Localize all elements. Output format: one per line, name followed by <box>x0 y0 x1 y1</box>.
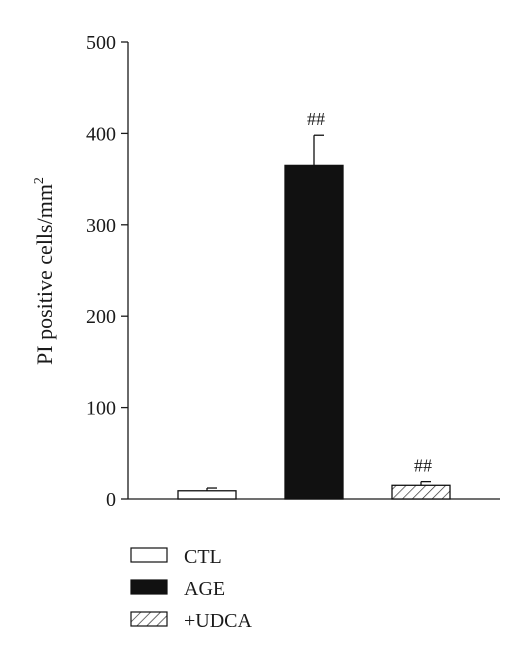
bar-udca <box>391 484 451 500</box>
significance-annotation: ## <box>414 456 432 476</box>
legend-label: +UDCA <box>184 610 253 632</box>
legend-label: AGE <box>184 578 225 600</box>
y-tick-label: 500 <box>86 32 116 54</box>
y-tick-label: 200 <box>86 306 116 328</box>
y-tick-label: 400 <box>86 123 116 145</box>
axes: 0 100 200 300 400 500 <box>86 32 500 511</box>
y-tick-label: 300 <box>86 215 116 237</box>
y-axis-label-superscript: 2 <box>32 177 47 184</box>
legend-swatch-ctl <box>130 547 168 563</box>
bars: ## ## <box>177 109 451 500</box>
y-axis-label-main: PI positive cells/mm <box>32 184 57 365</box>
legend-label: CTL <box>184 546 222 568</box>
legend-swatch-age <box>130 579 168 595</box>
legend: CTL AGE +UDCA <box>130 546 253 632</box>
significance-annotation: ## <box>307 109 325 129</box>
bar-age <box>284 164 344 500</box>
y-tick-label: 100 <box>86 398 116 420</box>
y-axis-label: PI positive cells/mm2 <box>32 177 57 365</box>
legend-swatch-udca <box>130 611 168 627</box>
bar-ctl <box>177 490 237 500</box>
y-tick-label: 0 <box>106 489 116 511</box>
